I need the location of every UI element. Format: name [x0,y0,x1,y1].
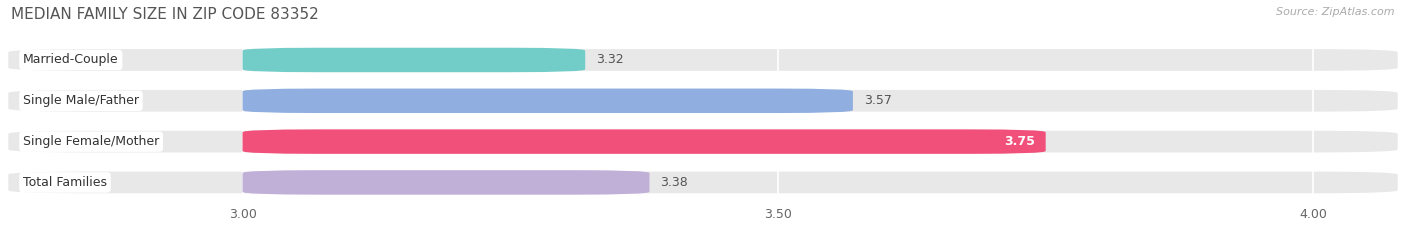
Text: Total Families: Total Families [22,176,107,189]
FancyBboxPatch shape [242,89,853,113]
Text: 3.38: 3.38 [661,176,688,189]
Text: MEDIAN FAMILY SIZE IN ZIP CODE 83352: MEDIAN FAMILY SIZE IN ZIP CODE 83352 [11,7,319,22]
Text: Source: ZipAtlas.com: Source: ZipAtlas.com [1277,7,1395,17]
FancyBboxPatch shape [7,48,1399,72]
Text: Single Female/Mother: Single Female/Mother [22,135,159,148]
Text: 3.32: 3.32 [596,54,623,66]
Text: Married-Couple: Married-Couple [22,54,118,66]
FancyBboxPatch shape [242,170,650,195]
FancyBboxPatch shape [242,48,585,72]
FancyBboxPatch shape [7,89,1399,113]
FancyBboxPatch shape [7,129,1399,154]
FancyBboxPatch shape [7,170,1399,195]
FancyBboxPatch shape [242,129,1046,154]
Text: 3.75: 3.75 [1004,135,1035,148]
Text: 3.57: 3.57 [863,94,891,107]
Text: Single Male/Father: Single Male/Father [22,94,139,107]
